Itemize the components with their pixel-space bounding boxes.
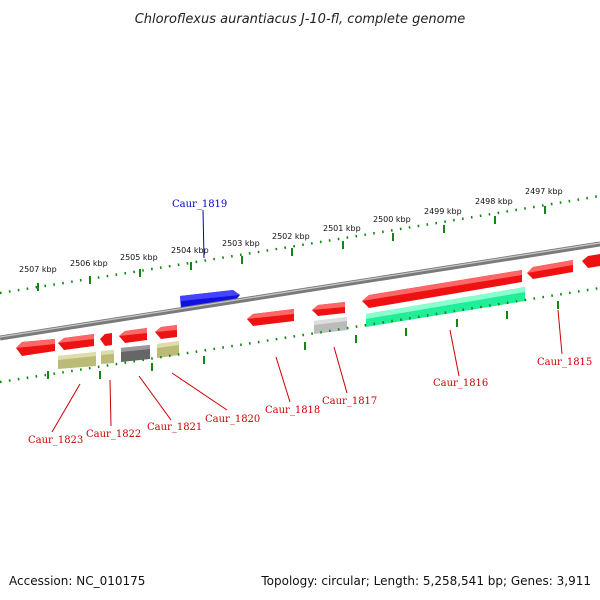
inner-features	[58, 287, 525, 369]
genome-backbone	[0, 241, 600, 341]
gene-caur-1815[interactable]	[527, 260, 573, 279]
gene-caur-1822[interactable]	[100, 333, 112, 346]
scale-track-bottom	[0, 286, 600, 384]
gene-caur-1819[interactable]	[180, 290, 240, 309]
gene-label-caur-1820[interactable]: Caur_1820	[205, 414, 260, 425]
gene-caur-1816-cds[interactable]	[362, 270, 522, 308]
gene-caur-1820[interactable]	[155, 325, 177, 339]
scale-label: 2503 kbp	[222, 239, 260, 248]
scale-labels: 2507 kbp 2506 kbp 2505 kbp 2504 kbp 2503…	[19, 187, 563, 274]
gene-caur-1821[interactable]	[119, 328, 147, 343]
gene-caur-1814[interactable]	[582, 254, 600, 268]
scale-label: 2497 kbp	[525, 187, 563, 196]
gene-label-caur-1822[interactable]: Caur_1822	[86, 429, 141, 440]
scale-label: 2507 kbp	[19, 265, 57, 274]
scale-label: 2502 kbp	[272, 232, 310, 241]
label-leaders	[51, 209, 563, 433]
map-title: Chloroflexus aurantiacus J-10-fl, comple…	[135, 12, 466, 27]
gene-caur-1823[interactable]	[16, 339, 55, 356]
scale-label: 2501 kbp	[323, 224, 361, 233]
gene-caur-1823b[interactable]	[58, 334, 94, 350]
gene-labels: Caur_1819 Caur_1823 Caur_1822 Caur_1821 …	[28, 199, 592, 446]
scale-major-ticks	[37, 206, 546, 291]
gene-label-caur-1819[interactable]: Caur_1819	[172, 199, 227, 210]
gene-caur-1818[interactable]	[247, 309, 294, 326]
gene-label-caur-1816[interactable]: Caur_1816	[433, 378, 488, 389]
feature-caur-1823-inner[interactable]	[58, 352, 96, 369]
scale-label: 2506 kbp	[70, 259, 108, 268]
scale-label: 2505 kbp	[120, 253, 158, 262]
gene-label-caur-1818[interactable]: Caur_1818	[265, 405, 320, 416]
gene-label-caur-1823[interactable]: Caur_1823	[28, 435, 83, 446]
scale-label: 2498 kbp	[475, 197, 513, 206]
gene-caur-1817[interactable]	[312, 302, 345, 316]
scale-label: 2504 kbp	[171, 246, 209, 255]
gene-label-caur-1815[interactable]: Caur_1815	[537, 357, 592, 368]
scale-minor-ticks-bottom	[47, 301, 559, 379]
reverse-strand-genes	[16, 254, 600, 356]
scale-label: 2499 kbp	[424, 207, 462, 216]
feature-caur-1821-inner[interactable]	[121, 345, 150, 362]
scale-label: 2500 kbp	[373, 215, 411, 224]
accession-text: Accession: NC_010175	[9, 574, 146, 588]
gene-label-caur-1817[interactable]: Caur_1817	[322, 396, 377, 407]
feature-caur-1820-inner[interactable]	[157, 341, 179, 358]
feature-caur-1816-rrna[interactable]	[366, 287, 525, 327]
genome-summary-text: Topology: circular; Length: 5,258,541 bp…	[261, 574, 591, 588]
scale-track-top	[0, 194, 600, 295]
gene-label-caur-1821[interactable]: Caur_1821	[147, 422, 202, 433]
feature-caur-1822-inner[interactable]	[101, 350, 114, 364]
